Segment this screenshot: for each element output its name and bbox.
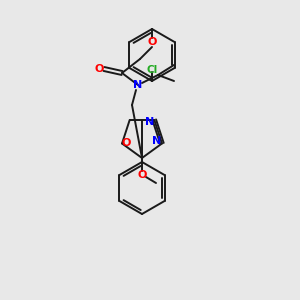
Text: Cl: Cl — [146, 65, 158, 75]
Text: N: N — [134, 80, 142, 90]
Text: N: N — [152, 136, 162, 146]
Text: N: N — [145, 117, 154, 127]
Text: O: O — [147, 37, 157, 47]
Text: O: O — [137, 170, 147, 180]
Text: O: O — [121, 139, 131, 148]
Text: O: O — [94, 64, 104, 74]
